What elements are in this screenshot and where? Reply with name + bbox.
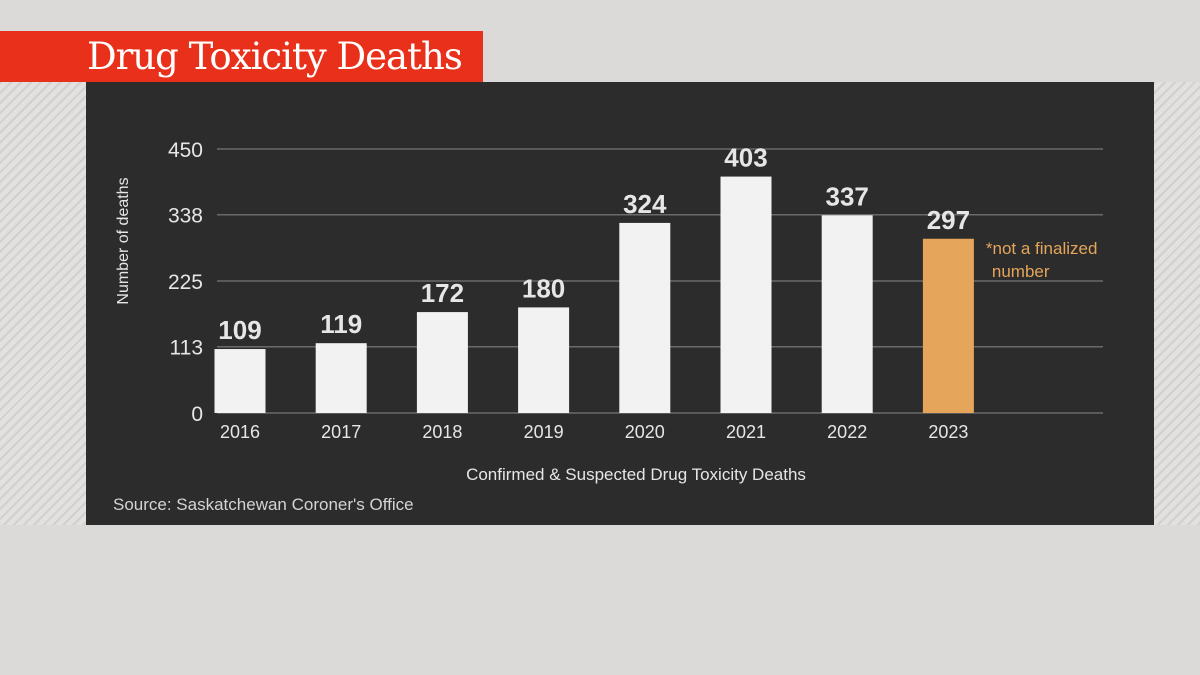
right-stripe-pattern <box>1154 82 1200 525</box>
x-axis-label: Confirmed & Suspected Drug Toxicity Deat… <box>466 465 806 484</box>
bar <box>619 222 671 413</box>
x-tick-label: 2023 <box>928 422 968 442</box>
bar <box>416 312 468 413</box>
bar <box>720 176 772 413</box>
bar-value-label: 119 <box>320 309 362 339</box>
bar-value-label: 337 <box>826 181 869 211</box>
y-axis-label: Number of deaths <box>115 177 132 304</box>
x-tick-label: 2018 <box>422 422 462 442</box>
x-tick-label: 2017 <box>321 422 361 442</box>
y-tick-label: 0 <box>191 403 203 426</box>
x-tick-label: 2022 <box>827 422 867 442</box>
source-note: Source: Saskatchewan Coroner's Office <box>113 495 414 514</box>
y-tick-label: 450 <box>168 139 203 162</box>
y-tick-label: 338 <box>168 205 203 228</box>
bar-value-label: 180 <box>522 273 565 303</box>
x-tick-label: 2020 <box>625 422 665 442</box>
x-tick-label: 2016 <box>220 422 260 442</box>
title-banner: Drug Toxicity Deaths <box>0 31 483 82</box>
bar-value-label: 297 <box>927 205 970 235</box>
left-stripe-pattern <box>0 82 86 525</box>
annotation-note: number <box>992 262 1050 281</box>
y-tick-label: 113 <box>170 337 203 360</box>
y-tick-label: 225 <box>168 271 203 294</box>
x-tick-label: 2021 <box>726 422 766 442</box>
bar <box>821 215 873 413</box>
x-tick-label: 2019 <box>524 422 564 442</box>
bar <box>315 343 367 413</box>
bar <box>214 349 266 413</box>
bar-value-label: 403 <box>724 143 767 173</box>
annotation-note: *not a finalized <box>986 239 1098 258</box>
chart-title: Drug Toxicity Deaths <box>87 35 463 78</box>
bar-value-label: 324 <box>623 189 667 219</box>
bar-value-label: 109 <box>218 315 261 345</box>
bar-highlight <box>922 238 974 413</box>
bar-value-label: 172 <box>421 278 464 308</box>
bar <box>518 307 570 413</box>
